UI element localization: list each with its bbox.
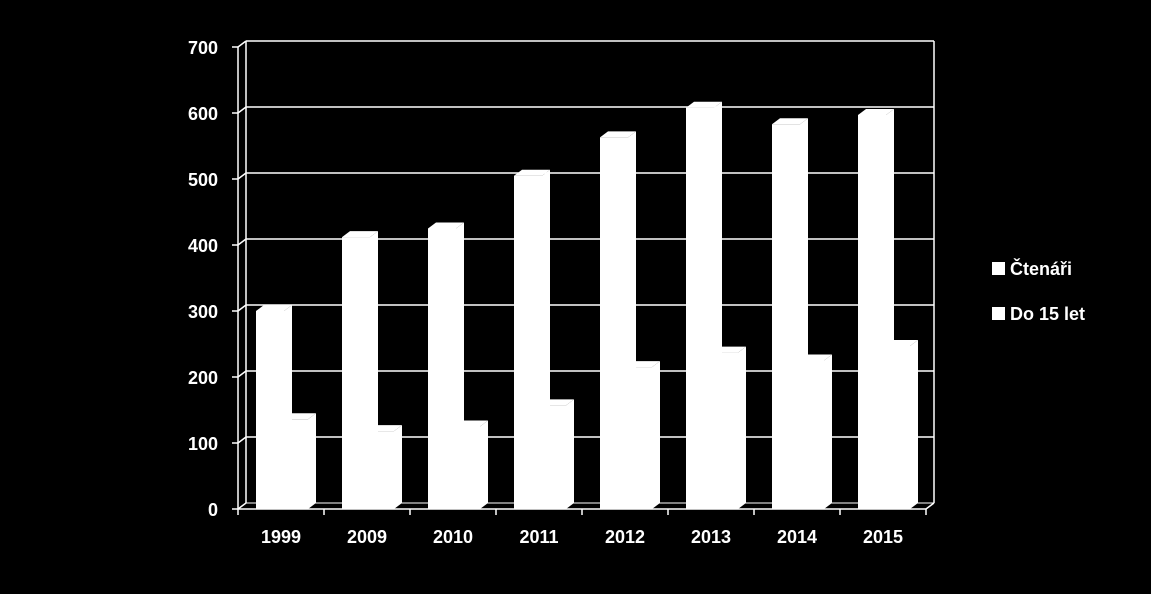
gridline-depth xyxy=(237,502,247,510)
legend-label: Čtenáři xyxy=(1010,258,1072,279)
gridline-depth xyxy=(237,172,247,180)
floor-right-edge xyxy=(925,502,935,510)
gridline-depth xyxy=(237,238,247,246)
y-tick-label: 400 xyxy=(188,236,218,256)
bar-side xyxy=(738,346,746,509)
bar-do-15-let xyxy=(538,405,566,509)
bar-do-15-let xyxy=(624,367,652,509)
bar-do-15-let xyxy=(882,345,910,509)
bar-ctenari xyxy=(772,124,800,509)
x-tick-label: 2011 xyxy=(519,527,558,547)
x-tick-label: 2013 xyxy=(691,527,731,547)
bar-ctenari xyxy=(686,107,714,509)
bar-ctenari xyxy=(514,175,542,509)
x-axis-ticks: 1999 2009 2010 2011 2012 2013 2014 2015 xyxy=(237,509,927,547)
bar-top xyxy=(538,399,574,406)
y-tick-label: 700 xyxy=(188,38,218,58)
bar-top xyxy=(772,118,808,125)
bar-do-15-let xyxy=(366,431,394,509)
bar-side xyxy=(910,339,918,509)
bar-top xyxy=(514,169,550,176)
bar-do-15-let xyxy=(796,360,824,509)
bar-do-15-let xyxy=(710,352,738,509)
x-tick-label: 2010 xyxy=(433,527,473,547)
bar-top xyxy=(452,420,488,427)
bar-do-15-let xyxy=(452,426,480,509)
bar-side xyxy=(480,420,488,509)
gridline-depth xyxy=(237,106,247,114)
legend-swatch xyxy=(992,307,1005,320)
bar-ctenari xyxy=(600,137,628,510)
bar-side xyxy=(394,425,402,509)
bar-top xyxy=(624,361,660,368)
bar-top xyxy=(796,354,832,361)
gridline-depth xyxy=(237,40,247,48)
y-axis-ticks: 0 100 200 300 400 500 600 700 xyxy=(188,38,218,520)
bar-do-15-let xyxy=(280,419,308,509)
y-tick-label: 300 xyxy=(188,302,218,322)
y-tick-label: 200 xyxy=(188,368,218,388)
bar-side xyxy=(824,354,832,509)
bar-side xyxy=(566,399,574,509)
bar-side xyxy=(652,361,660,509)
y-tick-label: 0 xyxy=(208,500,218,520)
x-tick-label: 2009 xyxy=(347,527,387,547)
gridline-depth xyxy=(237,370,247,378)
bar-top xyxy=(428,222,464,229)
bar-top xyxy=(256,305,292,311)
bar-ctenari xyxy=(342,237,370,509)
bar-ctenari xyxy=(428,228,456,509)
bar-top xyxy=(686,101,722,108)
y-tick-label: 600 xyxy=(188,104,218,124)
x-tick-label: 2015 xyxy=(863,527,903,547)
legend: Čtenáři Do 15 let xyxy=(992,258,1085,324)
x-tick-label: 2014 xyxy=(777,527,817,547)
gridline-depth xyxy=(237,436,247,444)
bar-side xyxy=(308,413,316,509)
gridline-depth xyxy=(237,304,247,312)
bar-top xyxy=(882,339,918,346)
bar-top xyxy=(710,346,746,353)
bar-top xyxy=(600,131,636,138)
bar-top xyxy=(366,425,402,432)
legend-label: Do 15 let xyxy=(1010,304,1085,324)
x-tick-label: 1999 xyxy=(261,527,301,547)
y-tick-label: 100 xyxy=(188,434,218,454)
x-tick-label: 2012 xyxy=(605,527,645,547)
legend-swatch xyxy=(992,262,1005,275)
y-tick-label: 500 xyxy=(188,170,218,190)
bar-top xyxy=(342,231,378,238)
bar-ctenari xyxy=(256,311,284,509)
bar-top xyxy=(858,108,894,115)
bar-ctenari xyxy=(858,114,886,509)
bars xyxy=(256,101,918,510)
bar-top xyxy=(280,413,316,420)
